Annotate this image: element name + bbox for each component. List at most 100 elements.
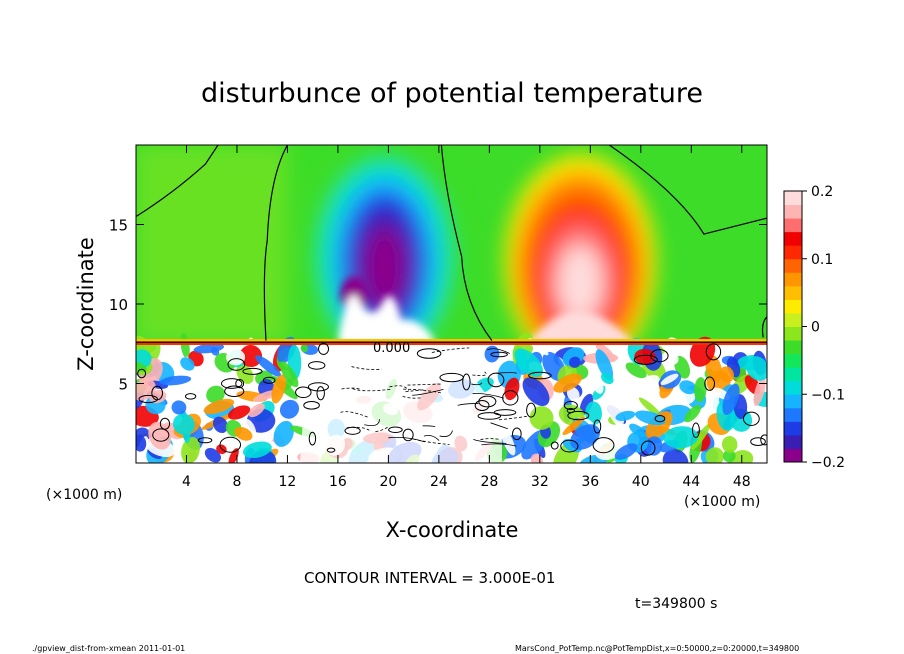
turbulent-cell [600, 372, 614, 385]
contour-line [422, 425, 436, 427]
time-label: t=349800 s [635, 596, 717, 612]
turbulent-cell [719, 366, 734, 383]
x-tick-label: 24 [430, 474, 448, 490]
contour-loop [220, 378, 243, 389]
turbulent-cell [569, 356, 581, 368]
chart-title: disturbunce of potential temperature [201, 78, 703, 109]
turbulent-cell [562, 416, 585, 436]
turbulent-cell [501, 428, 516, 456]
contour-loop [526, 402, 537, 418]
turbulent-cell [180, 357, 195, 371]
contour-line [471, 382, 483, 386]
turbulent-cell [706, 390, 719, 398]
contour-loop [512, 427, 522, 441]
contour-loop [308, 361, 326, 370]
colorbar-swatch [784, 272, 802, 287]
contour-line [608, 145, 767, 235]
colorbar-ticks: 0.2 0.1 0 −0.1 −0.2 [802, 184, 845, 471]
contour-loop [490, 351, 508, 358]
contour-line [480, 438, 500, 440]
turbulent-cell [570, 424, 600, 450]
turbulent-cell [663, 426, 699, 449]
turbulent-cell [181, 436, 200, 463]
turbulent-cell [212, 416, 228, 434]
contour-line [473, 439, 507, 444]
y-axis-ticks: 5 10 15 [109, 217, 767, 394]
colorbar-swatch [784, 231, 802, 246]
contour-line [472, 371, 487, 376]
y-axis-label: Z-coordinate [74, 237, 98, 371]
colorbar-swatch [784, 326, 802, 341]
y-tick-label: 10 [109, 296, 128, 314]
turbulent-cell [248, 403, 265, 418]
contour-loop [262, 376, 276, 384]
negative-plume-layer [363, 226, 407, 309]
colorbar-swatch [784, 407, 802, 422]
contour-loop [593, 419, 602, 434]
x-tick-label: 36 [581, 474, 599, 490]
colorbar-swatch [784, 434, 802, 449]
x-tick-label: 20 [379, 474, 397, 490]
contour-loop [344, 426, 361, 435]
plume-cores [337, 276, 635, 344]
contour-loop [563, 400, 578, 411]
turbulent-cell [644, 374, 660, 387]
x-unit-left: (×1000 m) [46, 487, 122, 503]
contour-line [341, 387, 361, 390]
turbulent-cell [522, 377, 550, 407]
x-axis-ticks: 4 8 12 16 20 24 28 32 36 40 44 48 [182, 145, 751, 490]
contour-loop [224, 385, 245, 397]
contour-loop [742, 411, 760, 426]
colorbar-swatch [784, 394, 802, 409]
positive-light-core [527, 310, 635, 344]
contour-loop [592, 437, 615, 454]
interface-band [136, 338, 767, 343]
turbulent-cell [694, 377, 707, 403]
contour-line [457, 403, 479, 406]
contour-loop [493, 409, 517, 416]
turbulent-cell [300, 344, 308, 353]
contour-line [761, 316, 767, 338]
turbulent-cell [271, 374, 287, 404]
contour-loop [184, 393, 197, 400]
colorbar-swatch [784, 448, 802, 463]
contour-line [136, 145, 219, 218]
contour-line [481, 443, 517, 447]
contour-line [439, 430, 453, 437]
interface-line [136, 342, 767, 345]
contour-loop [692, 422, 700, 438]
colorbar-swatch [784, 245, 802, 260]
contour-loop [654, 415, 666, 423]
x-axis-label: X-coordinate [386, 518, 519, 542]
contour-loop [474, 399, 490, 412]
contour-loop [633, 354, 658, 365]
contour-line [389, 385, 409, 391]
x-tick-label: 28 [480, 474, 498, 490]
turbulent-cell [645, 411, 673, 440]
contour-line [490, 422, 508, 430]
turbulent-cell [566, 386, 580, 402]
turbulent-cell [592, 377, 604, 394]
turbulent-cell [679, 380, 697, 395]
turbulent-cell [206, 385, 225, 404]
colorbar-tick-label: 0.2 [811, 184, 833, 200]
contour-line [364, 419, 380, 426]
turbulent-cell [171, 400, 187, 415]
colorbar-tick-label: −0.1 [811, 387, 845, 403]
colorbar [783, 190, 803, 463]
turbulent-cell [255, 355, 281, 377]
contour-line [496, 372, 517, 374]
turbulent-cell [159, 375, 192, 386]
y-tick-label: 5 [118, 376, 128, 394]
contour-line [412, 389, 444, 396]
contour-loop [295, 386, 312, 399]
contour-loop [326, 447, 336, 453]
contour-line [498, 415, 529, 421]
turbulent-cell [239, 345, 263, 368]
contour-line [472, 393, 505, 399]
turbulent-cell [661, 351, 679, 366]
turbulent-cell [753, 376, 766, 407]
turbulent-cell [136, 434, 147, 452]
contour-loop [318, 342, 330, 355]
